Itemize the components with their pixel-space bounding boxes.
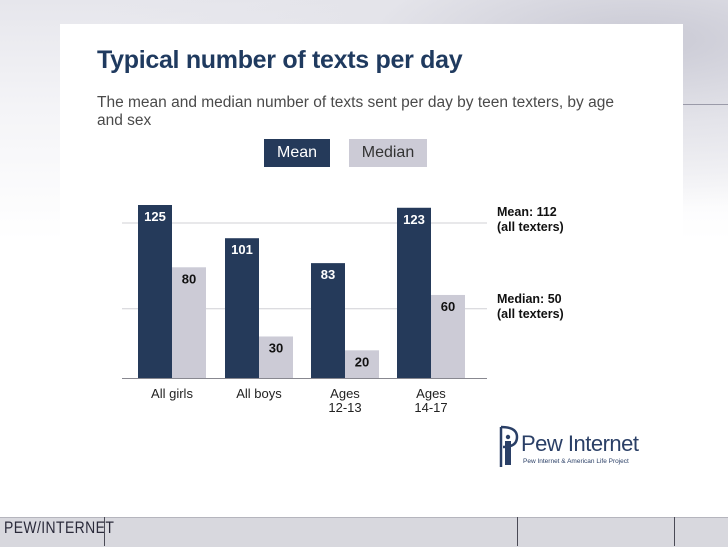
bar-value-label: 101 [231,242,253,257]
mean-reference-note: (all texters) [497,220,564,234]
logo-tagline: Pew Internet & American Life Project [523,458,629,465]
bar-value-label: 60 [441,299,455,314]
bar-mean [138,205,172,378]
footer-brand: PEW/INTERNET [4,518,115,537]
bar-value-label: 80 [182,271,196,286]
bar-value-label: 20 [355,354,369,369]
chart-subtitle: The mean and median number of texts sent… [97,94,614,129]
chart-title: Typical number of texts per day [97,46,463,74]
bar-mean [397,207,431,378]
footer-divider [674,517,675,546]
category-label: All boys [236,386,282,401]
mean-reference-label: Mean: 112 (all texters) [497,205,564,235]
median-reference-note: (all texters) [497,307,564,321]
category-label: Ages [416,386,446,401]
footer-bar [0,517,728,547]
bar-median [345,350,379,378]
pew-logo-icon [499,425,519,467]
bar-value-label: 83 [321,267,335,282]
median-reference-label: Median: 50 (all texters) [497,292,564,322]
bar-median [431,294,465,378]
bar-value-label: 30 [269,340,283,355]
median-reference-value: Median: 50 [497,292,562,306]
footer-divider [104,517,105,546]
bar-median [172,267,206,378]
logo-name: Pew Internet [521,431,639,456]
category-label: 12-13 [328,400,361,415]
bar-median [259,336,293,378]
bar-mean [311,263,345,378]
mean-reference-value: Mean: 112 [497,205,557,219]
category-label: 14-17 [414,400,447,415]
category-label: Ages [330,386,360,401]
category-label: All girls [151,386,193,401]
legend-median: Median [349,139,427,167]
legend-mean: Mean [264,139,330,167]
bar-mean [225,238,259,378]
bar-value-label: 123 [403,212,425,227]
decorative-line [683,104,728,105]
footer-divider [517,517,518,546]
bar-value-label: 125 [144,209,166,224]
